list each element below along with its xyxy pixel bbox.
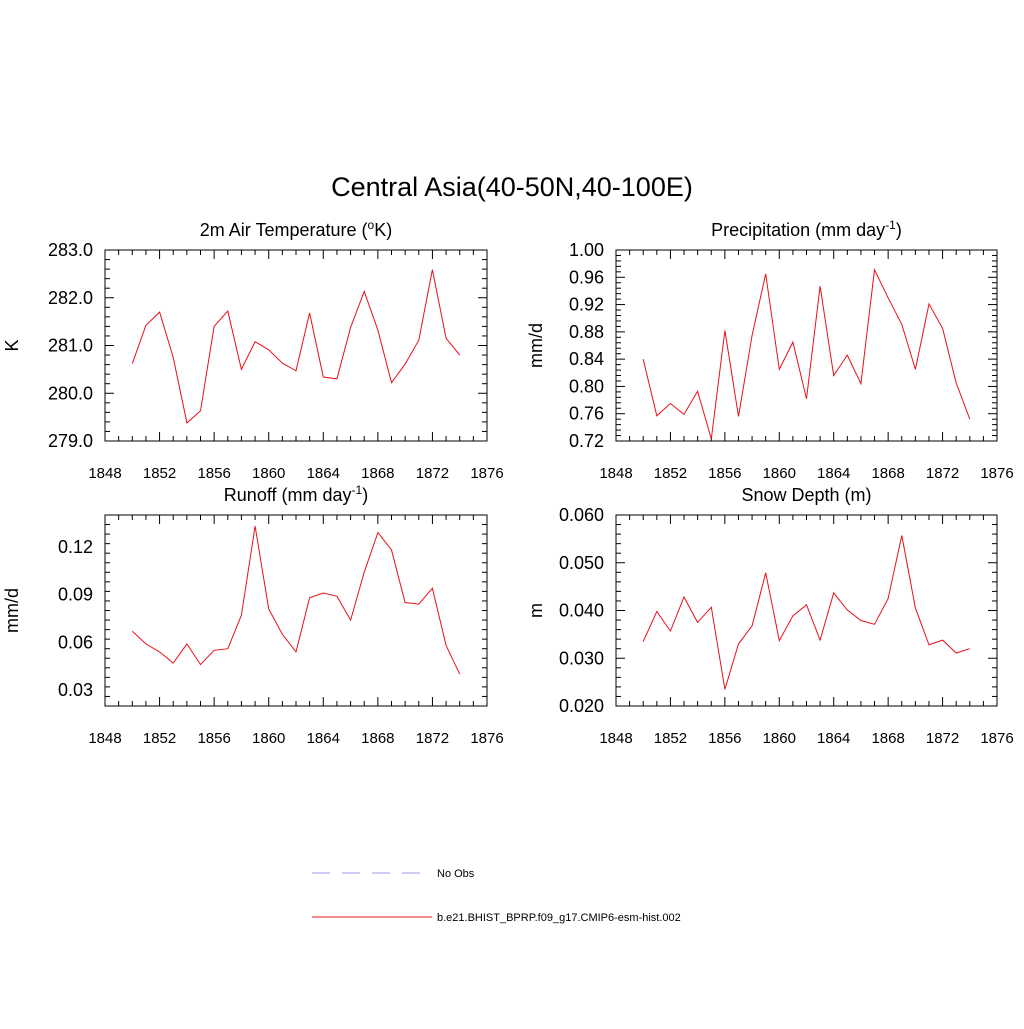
series-line [643,270,970,439]
x-tick-label: 1876 [980,730,1013,747]
x-tick-label: 1868 [871,465,904,482]
x-tick-label: 1872 [416,465,449,482]
panel-title-tail: K) [374,220,392,240]
x-tick-label: 1864 [817,465,850,482]
y-tick-label: 0.030 [559,648,604,668]
x-tick-label: 1872 [926,465,959,482]
x-tick-label: 1868 [871,730,904,747]
y-axis-label: mm/d [2,588,22,633]
x-tick-label: 1860 [252,465,285,482]
plot-frame [105,250,487,441]
x-tick-label: 1868 [361,730,394,747]
x-tick-label: 1864 [307,465,340,482]
x-tick-label: 1856 [197,730,230,747]
series-line [132,270,459,423]
x-tick-label: 1868 [361,465,394,482]
x-tick-label: 1852 [654,465,687,482]
x-tick-label: 1848 [88,730,121,747]
panel-title-sup: -1 [352,483,363,497]
x-tick-label: 1848 [599,730,632,747]
y-tick-label: 0.76 [569,404,604,424]
y-tick-label: 1.00 [569,240,604,260]
x-tick-label: 1872 [926,730,959,747]
y-tick-label: 279.0 [48,431,93,451]
x-tick-label: 1848 [88,465,121,482]
y-tick-label: 0.80 [569,376,604,396]
figure-title: Central Asia(40-50N,40-100E) [331,172,693,202]
x-tick-label: 1856 [197,465,230,482]
legend-obs-label: No Obs [437,868,475,880]
series-line [132,526,459,674]
x-tick-label: 1860 [252,730,285,747]
panel-title-tail: ) [362,485,368,505]
plot-frame [616,250,997,441]
panel-title: Snow Depth (m) [741,485,871,505]
y-tick-label: 0.060 [559,505,604,525]
x-tick-label: 1848 [599,465,632,482]
series-line [643,536,970,690]
panel-title: Precipitation (mm day-1) [711,218,902,240]
x-tick-label: 1876 [470,730,503,747]
panels: 2m Air Temperature (oK) K 1848 1852 1856 1860… [2,218,1014,747]
x-tick-label: 1876 [470,465,503,482]
plot-frame [105,515,487,706]
x-tick-label: 1856 [708,730,741,747]
panel-title-main: Precipitation (mm day [711,220,885,240]
panel-2: Precipitation (mm day-1) mm/d 1848 1852 1856… [526,218,1014,482]
y-tick-label: 281.0 [48,336,93,356]
y-tick-label: 0.84 [569,349,604,369]
x-tick-label: 1864 [307,730,340,747]
panel-title-sup: -1 [885,218,896,232]
panel-title-main: Runoff (mm day [224,485,352,505]
y-tick-label: 280.0 [48,383,93,403]
y-tick-label: 282.0 [48,288,93,308]
y-tick-label: 0.88 [569,322,604,342]
panel-4: Snow Depth (m) m 1848 1852 1856 1860 1864 1868 1… [526,485,1014,747]
y-tick-label: 0.040 [559,601,604,621]
y-tick-label: 0.96 [569,267,604,287]
x-tick-label: 1852 [654,730,687,747]
y-tick-label: 0.020 [559,696,604,716]
plot-frame [616,515,997,706]
y-tick-label: 0.050 [559,553,604,573]
y-tick-label: 283.0 [48,240,93,260]
legend-model-label: b.e21.BHIST_BPRP.f09_g17.CMIP6-esm-hist.… [437,912,681,924]
y-tick-label: 0.72 [569,431,604,451]
legend: No Obs b.e21.BHIST_BPRP.f09_g17.CMIP6-es… [312,868,681,924]
y-tick-label: 0.03 [58,680,93,700]
panel-title-tail: ) [896,220,902,240]
x-tick-label: 1872 [416,730,449,747]
panel-title: Runoff (mm day-1) [224,483,368,505]
y-tick-label: 0.92 [569,295,604,315]
x-tick-label: 1856 [708,465,741,482]
x-tick-label: 1864 [817,730,850,747]
y-tick-label: 0.06 [58,632,93,652]
panel-title-main: Snow Depth (m) [741,485,871,505]
panel-1: 2m Air Temperature (oK) K 1848 1852 1856 1860… [2,218,504,482]
x-tick-label: 1852 [143,465,176,482]
panel-title-main: 2m Air Temperature ( [200,220,368,240]
x-tick-label: 1860 [763,730,796,747]
x-tick-label: 1860 [763,465,796,482]
y-axis-label: K [2,339,22,351]
y-axis-label: mm/d [526,323,546,368]
y-axis-label: m [526,603,546,618]
y-tick-label: 0.12 [58,537,93,557]
panel-title: 2m Air Temperature (oK) [200,218,392,240]
x-tick-label: 1876 [980,465,1013,482]
y-tick-label: 0.09 [58,585,93,605]
panel-3: Runoff (mm day-1) mm/d 1848 1852 1856 1860 186… [2,483,504,747]
x-tick-label: 1852 [143,730,176,747]
